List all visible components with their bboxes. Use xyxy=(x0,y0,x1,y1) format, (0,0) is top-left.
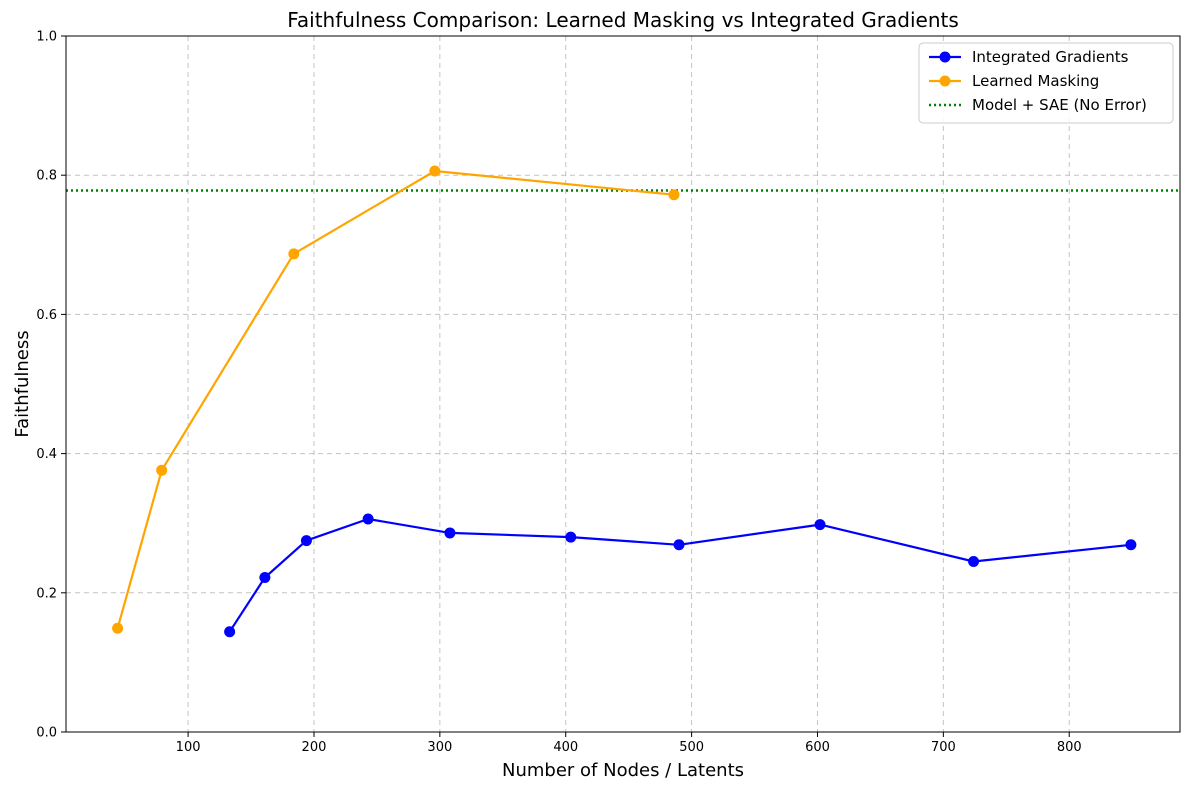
x-tick-label: 500 xyxy=(679,740,704,755)
data-point xyxy=(300,535,312,547)
data-point xyxy=(814,519,826,531)
x-tick-label: 600 xyxy=(805,740,830,755)
x-tick-label: 200 xyxy=(302,740,327,755)
series-line xyxy=(228,517,1132,633)
legend-marker xyxy=(939,51,951,63)
x-axis-ticks: 100 200 300 400 500 600 700 800 xyxy=(176,732,1082,755)
chart-title: Faithfulness Comparison: Learned Masking… xyxy=(287,8,959,32)
legend: Integrated Gradients Learned Masking Model… xyxy=(918,42,1174,124)
series-line xyxy=(116,169,675,629)
series-0 xyxy=(224,513,1137,638)
data-point xyxy=(673,539,685,551)
data-point xyxy=(362,513,374,525)
legend-label: Integrated Gradients xyxy=(972,48,1129,66)
data-point xyxy=(224,626,236,638)
y-tick-label: 0.4 xyxy=(36,447,57,462)
legend-marker xyxy=(939,75,951,87)
x-tick-label: 800 xyxy=(1057,740,1082,755)
y-tick-label: 0.6 xyxy=(36,308,57,323)
x-tick-label: 700 xyxy=(931,740,956,755)
legend-item: Model + SAE (No Error) xyxy=(929,96,1147,114)
y-tick-label: 1.0 xyxy=(36,30,57,45)
data-point xyxy=(668,189,680,201)
x-tick-label: 400 xyxy=(553,740,578,755)
y-axis-ticks: 0.0 0.2 0.4 0.6 0.8 1.0 xyxy=(36,30,66,741)
data-point xyxy=(112,622,124,634)
data-point xyxy=(968,555,980,567)
legend-box xyxy=(918,42,1174,124)
legend-label: Model + SAE (No Error) xyxy=(972,96,1147,114)
legend-item: Integrated Gradients xyxy=(929,48,1129,66)
data-point xyxy=(429,165,441,177)
x-axis-title: Number of Nodes / Latents xyxy=(502,760,744,781)
legend-label: Learned Masking xyxy=(972,72,1099,90)
data-point xyxy=(565,531,577,543)
y-tick-label: 0.8 xyxy=(36,169,57,184)
data-point xyxy=(444,527,456,539)
series-1 xyxy=(112,165,680,634)
data-point xyxy=(288,248,300,260)
series-layer xyxy=(112,165,1137,638)
y-tick-label: 0.2 xyxy=(36,586,57,601)
y-axis-title: Faithfulness xyxy=(12,330,33,437)
legend-item: Learned Masking xyxy=(929,72,1099,90)
data-point xyxy=(1125,539,1137,551)
y-tick-label: 0.0 xyxy=(36,726,57,741)
x-tick-label: 300 xyxy=(427,740,452,755)
x-tick-label: 100 xyxy=(176,740,201,755)
data-point xyxy=(156,464,168,476)
plot-frame xyxy=(65,35,1181,733)
data-point xyxy=(259,571,271,583)
